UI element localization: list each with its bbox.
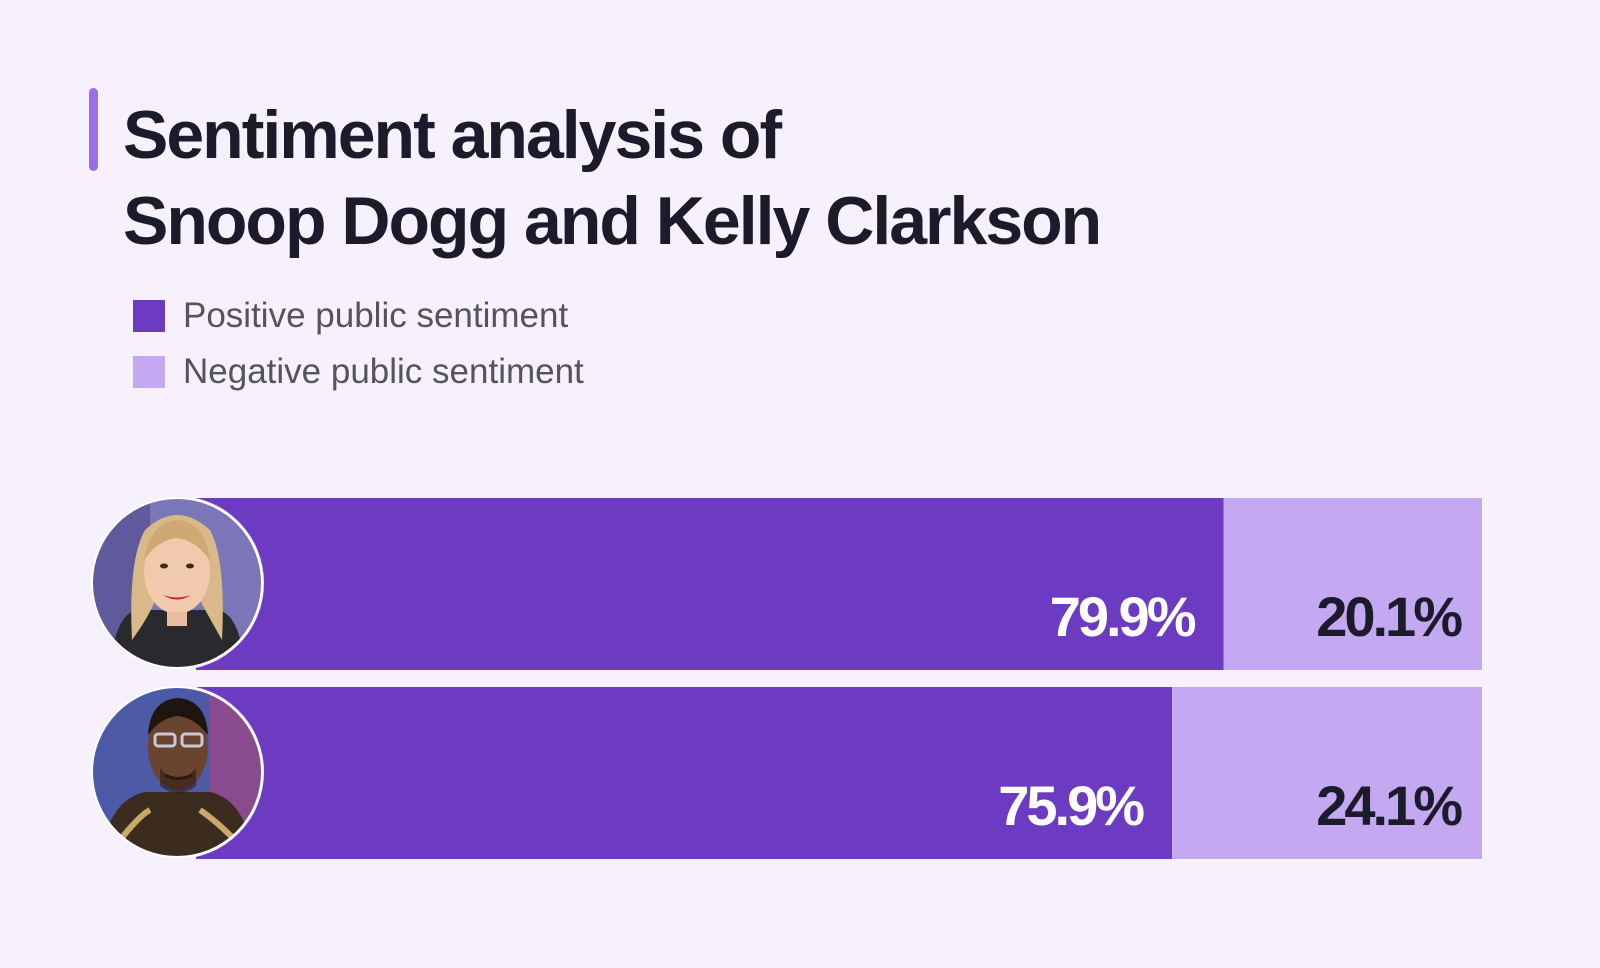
- bar-negative-snoop-dogg: [1172, 687, 1482, 859]
- avatar-kelly-clarkson: [90, 496, 264, 670]
- bar-label-negative-snoop-dogg: 24.1%: [1316, 774, 1462, 837]
- bars-layer: [196, 498, 1482, 859]
- legend-swatch-positive: [133, 300, 165, 332]
- legend-label-positive: Positive public sentiment: [183, 296, 569, 335]
- labels-layer: 79.9% 20.1% 75.9% 24.1%: [998, 585, 1465, 837]
- legend-item-positive: Positive public sentiment: [133, 288, 584, 344]
- chart-title: Sentiment analysis of Snoop Dogg and Kel…: [123, 92, 1102, 264]
- bar-negative-kelly-clarkson: [1223, 498, 1482, 670]
- legend-item-negative: Negative public sentiment: [133, 344, 584, 400]
- bar-label-positive-kelly-clarkson: 79.9%: [1050, 585, 1196, 648]
- chart-title-line-1: Sentiment analysis of: [123, 97, 782, 173]
- bar-label-positive-snoop-dogg: 75.9%: [998, 774, 1144, 837]
- legend-label-negative: Negative public sentiment: [183, 352, 584, 391]
- bar-positive-kelly-clarkson: [196, 498, 1224, 670]
- bar-positive-snoop-dogg: [196, 687, 1173, 859]
- chart-legend: Positive public sentiment Negative publi…: [133, 288, 584, 400]
- title-accent-bar: [89, 88, 98, 171]
- bar-label-negative-kelly-clarkson: 20.1%: [1316, 585, 1462, 648]
- legend-swatch-negative: [133, 356, 165, 388]
- chart-title-line-2: Snoop Dogg and Kelly Clarkson: [123, 183, 1102, 259]
- avatar-snoop-dogg: [90, 685, 264, 859]
